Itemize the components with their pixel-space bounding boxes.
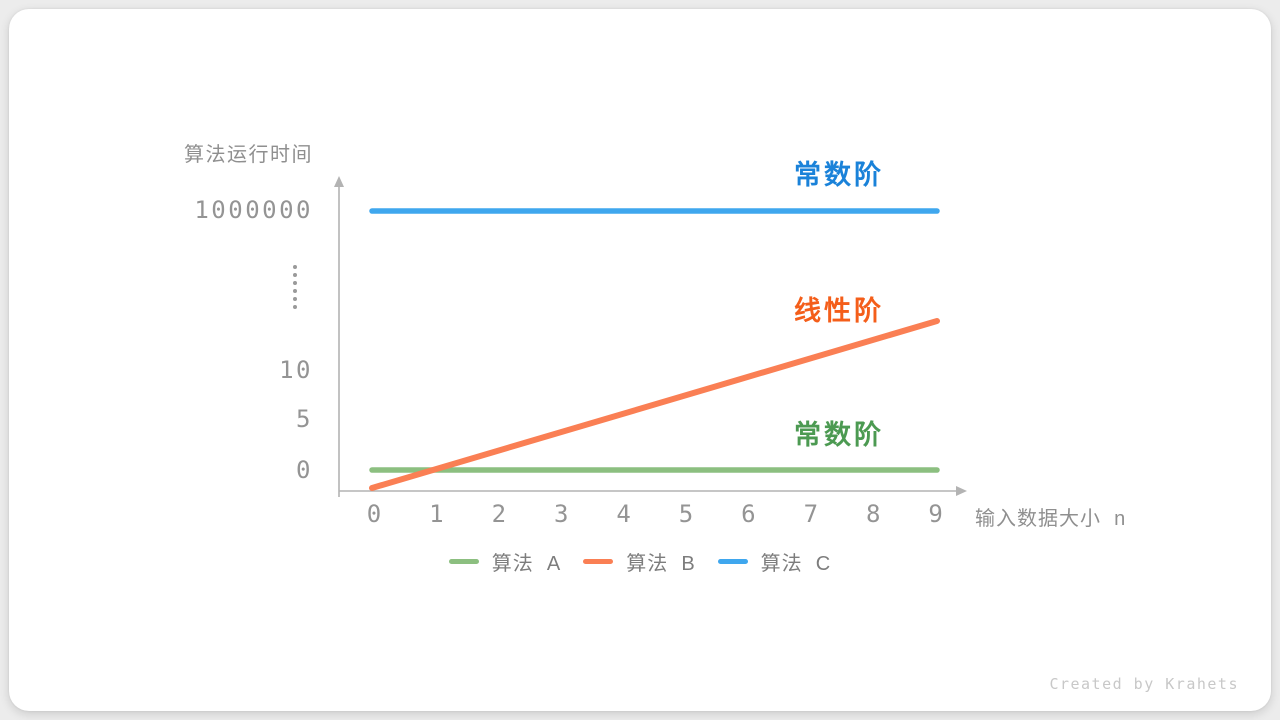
legend-dash-green-icon <box>448 559 479 564</box>
x-tick-label: 8 <box>865 500 881 528</box>
x-tick-label: 6 <box>741 500 756 528</box>
axis-break-ellipsis-icon <box>293 265 297 309</box>
legend-label-algorithm-c: 算法 C <box>760 553 832 575</box>
y-tick-label: 5 <box>296 405 313 433</box>
y-tick-label: 0 <box>296 456 313 484</box>
x-tick-label: 5 <box>678 500 694 528</box>
legend-label-algorithm-b: 算法 B <box>626 553 696 575</box>
y-tick-label: 1000000 <box>194 196 313 224</box>
x-tick-label: 0 <box>366 500 382 528</box>
legend: 算法 A 算法 B 算法 C <box>9 547 1271 576</box>
y-axis-arrow-icon <box>334 176 344 187</box>
x-tick-label: 2 <box>491 500 507 528</box>
figure-card: 算法运行时间 1000000 10 5 0 0 1 2 3 4 5 6 7 8 9 输入数据大小 n 常数… <box>9 9 1271 711</box>
x-tick-label: 7 <box>803 500 819 528</box>
chart-canvas <box>334 176 967 497</box>
legend-dash-blue-icon <box>717 559 748 564</box>
x-axis-title: 输入数据大小 n <box>975 508 1127 530</box>
annotation-constant-top: 常数阶 <box>794 160 884 190</box>
series-line-2 <box>369 318 940 491</box>
legend-item-algorithm-b: 算法 B <box>583 547 695 576</box>
legend-item-algorithm-a: 算法 A <box>448 547 562 576</box>
legend-dash-orange-icon <box>583 559 614 564</box>
x-tick-label: 3 <box>553 500 569 528</box>
x-axis-arrow-icon <box>956 486 967 496</box>
x-tick-label: 4 <box>616 500 631 528</box>
y-tick-label: 10 <box>279 356 313 384</box>
legend-item-algorithm-c: 算法 C <box>717 547 832 576</box>
x-tick-label: 9 <box>928 500 943 528</box>
credit-text: Created by Krahets <box>1049 675 1239 693</box>
annotation-constant-bottom: 常数阶 <box>794 420 884 450</box>
x-tick-label: 1 <box>429 500 444 528</box>
y-axis-title: 算法运行时间 <box>184 144 313 166</box>
chart-area: 算法运行时间 1000000 10 5 0 0 1 2 3 4 5 6 7 8 9 输入数据大小 n 常数… <box>9 9 1271 711</box>
annotation-linear: 线性阶 <box>794 296 884 326</box>
legend-label-algorithm-a: 算法 A <box>491 553 562 575</box>
